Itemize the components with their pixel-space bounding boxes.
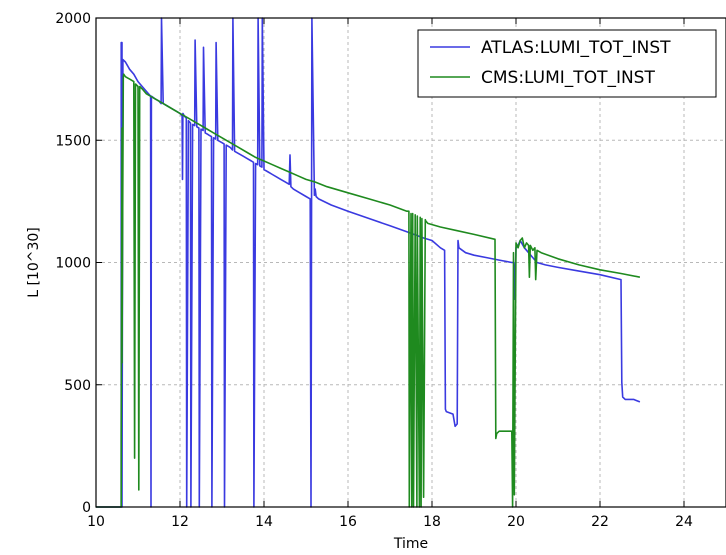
legend-label-cms: CMS:LUMI_TOT_INST bbox=[481, 68, 655, 88]
plot-area bbox=[96, 17, 641, 508]
x-tick-label: 22 bbox=[591, 514, 609, 530]
legend-label-atlas: ATLAS:LUMI_TOT_INST bbox=[481, 38, 671, 58]
x-tick-label: 24 bbox=[675, 514, 693, 530]
legend: ATLAS:LUMI_TOT_INST CMS:LUMI_TOT_INST bbox=[417, 29, 717, 98]
x-tick-label: 20 bbox=[507, 514, 525, 530]
y-tick-label: 1500 bbox=[55, 133, 91, 149]
x-tick-label: 10 bbox=[87, 514, 105, 530]
axes-frame bbox=[95, 17, 726, 508]
y-tick-label: 0 bbox=[82, 500, 91, 516]
x-tick-label: 12 bbox=[171, 514, 189, 530]
series-line-cms bbox=[96, 73, 641, 508]
x-tick-label: 14 bbox=[255, 514, 273, 530]
y-axis-label: L [10^30] bbox=[26, 227, 42, 298]
x-tick-label: 18 bbox=[423, 514, 441, 530]
x-axis-label: Time bbox=[393, 536, 428, 551]
y-tick-label: 2000 bbox=[55, 11, 91, 27]
x-tick-label: 16 bbox=[339, 514, 357, 530]
y-tick-label: 1000 bbox=[55, 256, 91, 272]
ticks: 10 12 14 16 18 20 22 24 0 500 1000 1500 2000 bbox=[55, 11, 693, 530]
y-tick-label: 500 bbox=[64, 378, 91, 394]
legend-box bbox=[417, 29, 717, 98]
